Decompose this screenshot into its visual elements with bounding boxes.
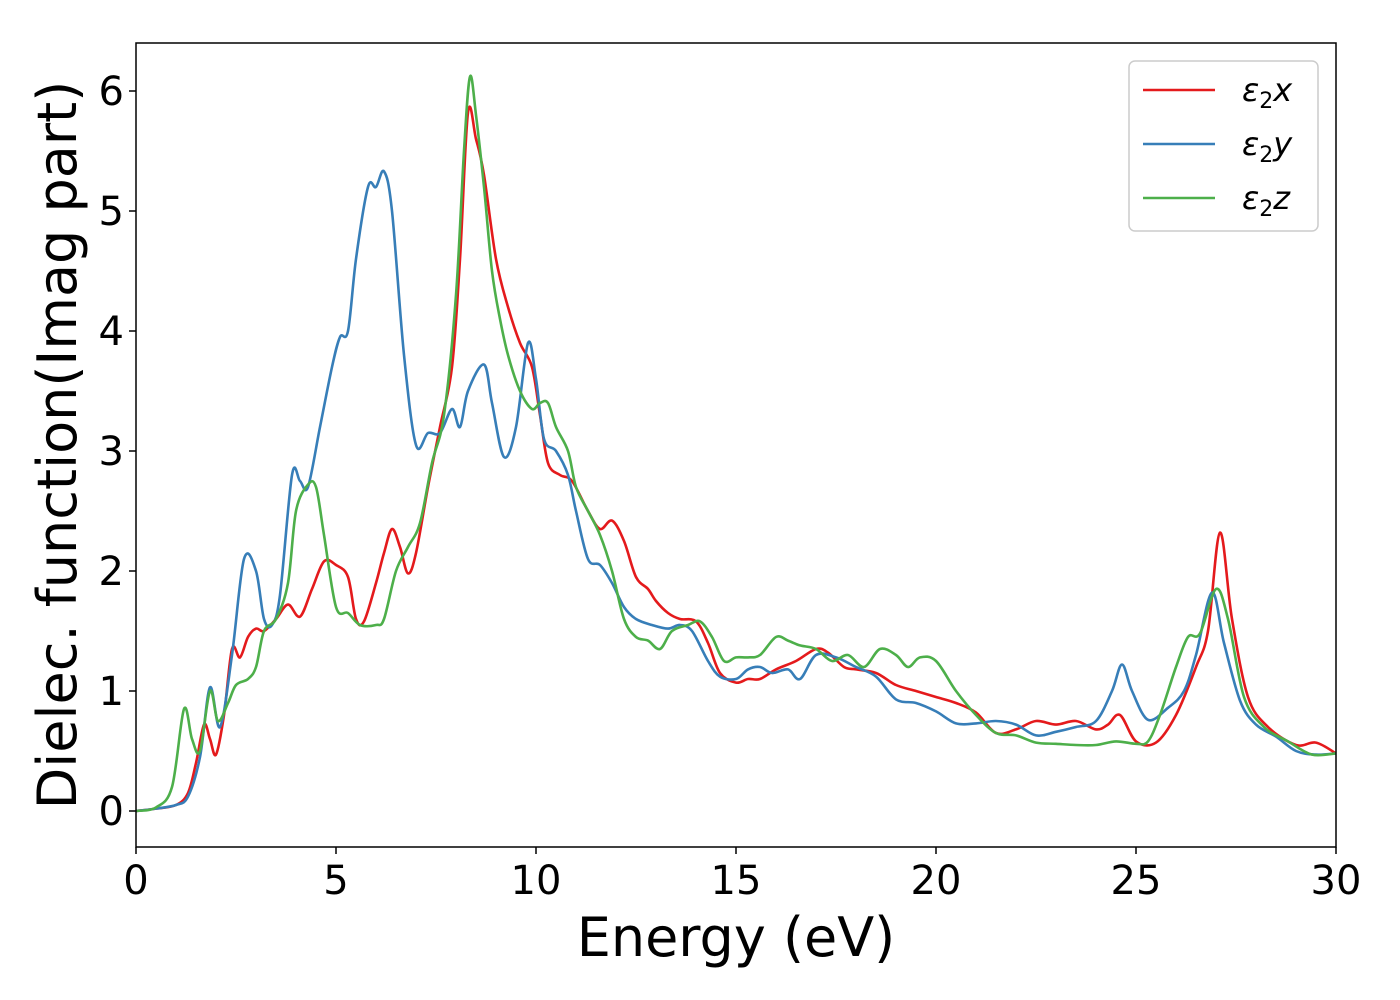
x-tick-label: 20	[911, 858, 962, 904]
y-tick-label: 4	[99, 309, 124, 355]
y-tick-label: 2	[99, 549, 124, 595]
legend-box	[1128, 60, 1319, 232]
x-axis: 0 5 10 15 20 25 30	[123, 847, 1361, 904]
y-tick-label: 5	[99, 189, 124, 235]
y-tick-label: 0	[99, 789, 124, 835]
x-tick-label: 0	[123, 858, 148, 904]
legend-label-z: ε2z	[1242, 179, 1291, 222]
x-tick-label: 15	[711, 858, 762, 904]
x-tick-label: 25	[1111, 858, 1162, 904]
x-axis-title: Energy (eV)	[577, 906, 896, 969]
legend-label-x: ε2x	[1242, 71, 1293, 114]
y-axis: 0 1 2 3 4 5 6	[99, 69, 136, 835]
y-axis-title: Dielec. function(Imag part)	[26, 81, 89, 810]
legend-label-y: ε2y	[1242, 125, 1293, 168]
x-tick-label: 10	[511, 858, 562, 904]
legend: ε2x ε2y ε2z	[1128, 60, 1319, 232]
y-tick-label: 1	[99, 669, 124, 715]
y-tick-label: 3	[99, 429, 124, 475]
x-tick-label: 5	[323, 858, 348, 904]
plot-lines	[135, 74, 1337, 813]
series-line-z	[135, 74, 1337, 813]
series-line-y	[135, 169, 1337, 813]
x-tick-label: 30	[1311, 858, 1362, 904]
y-tick-label: 6	[99, 69, 124, 115]
